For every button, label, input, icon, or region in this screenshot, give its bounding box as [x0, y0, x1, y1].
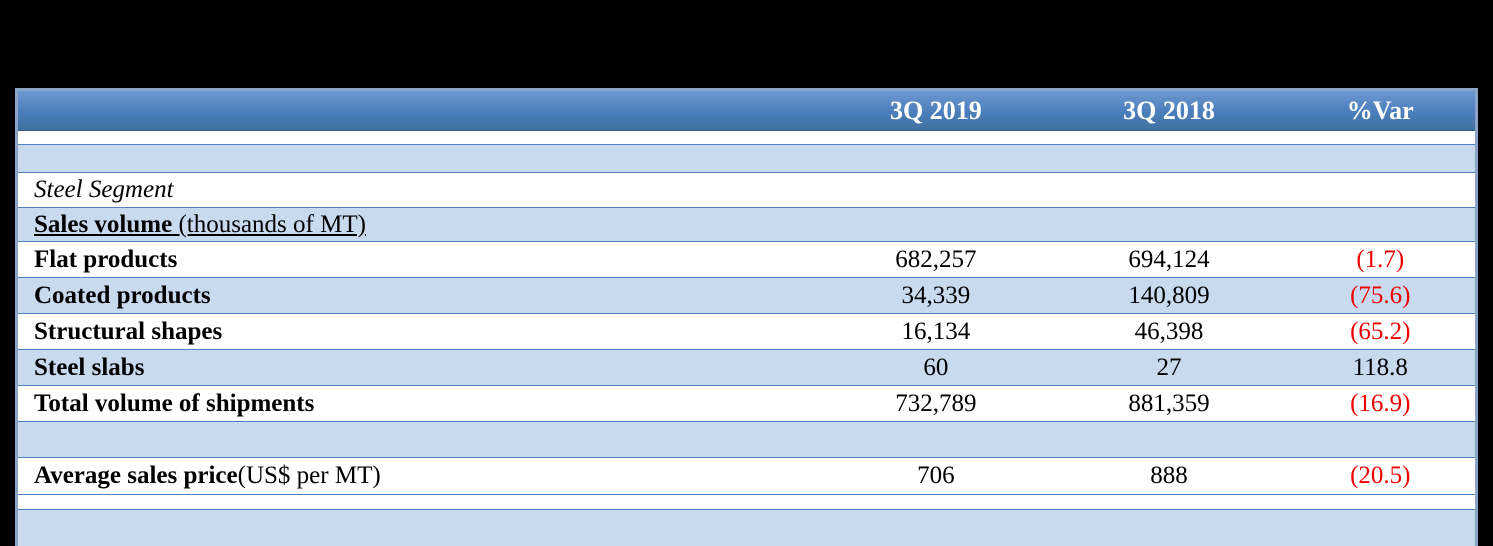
table-row-steel-slabs: Steel slabs 60 27 118.8 — [18, 350, 1475, 386]
value-pct-var: (65.2) — [1350, 317, 1411, 345]
steel-segment-table: 3Q 2019 3Q 2018 %Var Steel Segment Sales… — [15, 88, 1478, 546]
spacer-row — [18, 145, 1475, 173]
sales-volume-label: Sales volume — [34, 210, 173, 238]
spacer-row — [18, 422, 1475, 458]
row-label: Flat products — [34, 245, 178, 273]
row-label: Steel Segment — [18, 173, 819, 207]
spacer-row — [18, 495, 1475, 510]
value-pct-var: (75.6) — [1350, 281, 1411, 309]
row-label: Steel slabs — [34, 353, 145, 381]
value-3q2018: 694,124 — [1128, 245, 1210, 273]
value-3q2018: 888 — [1150, 462, 1188, 489]
sales-volume-unit: (thousands of MT) — [172, 210, 366, 238]
value-pct-var: (1.7) — [1356, 245, 1405, 273]
value-3q2019: 34,339 — [901, 281, 971, 309]
row-label: Coated products — [34, 281, 211, 309]
row-label: Structural shapes — [34, 317, 223, 345]
value-pct-var: (20.5) — [1350, 462, 1411, 489]
header-pct-var: %Var — [1346, 95, 1414, 125]
table-row-steel-segment: Steel Segment — [18, 173, 1475, 208]
table-row-structural-shapes: Structural shapes 16,134 46,398 (65.2) — [18, 314, 1475, 350]
table-row-sales-volume-header: Sales volume (thousands of MT) — [18, 208, 1475, 242]
value-pct-var: (16.9) — [1350, 389, 1411, 417]
avg-sales-price-unit: (US$ per MT) — [237, 462, 381, 489]
header-label-cell — [18, 91, 819, 130]
row-label: Average sales price (US$ per MT) — [34, 462, 381, 489]
value-3q2019: 16,134 — [901, 317, 971, 345]
spacer-row — [18, 510, 1475, 546]
table-row-total-volume: Total volume of shipments 732,789 881,35… — [18, 386, 1475, 422]
value-3q2018: 140,809 — [1128, 281, 1210, 309]
row-label: Sales volume (thousands of MT) — [18, 208, 819, 241]
table-row-flat-products: Flat products 682,257 694,124 (1.7) — [18, 242, 1475, 278]
value-pct-var: 118.8 — [1352, 353, 1408, 381]
value-3q2018: 27 — [1156, 353, 1182, 381]
value-3q2018: 881,359 — [1128, 389, 1210, 417]
value-3q2019: 706 — [917, 462, 955, 489]
value-3q2018: 46,398 — [1134, 317, 1204, 345]
header-3q2019: 3Q 2019 — [890, 95, 982, 125]
value-3q2019: 60 — [923, 353, 949, 381]
table-row-avg-sales-price: Average sales price (US$ per MT) 706 888… — [18, 458, 1475, 495]
table-header-row: 3Q 2019 3Q 2018 %Var — [18, 91, 1475, 131]
value-3q2019: 682,257 — [895, 245, 977, 273]
steel-segment-label: Steel Segment — [34, 176, 174, 203]
table-row-coated-products: Coated products 34,339 140,809 (75.6) — [18, 278, 1475, 314]
value-3q2019: 732,789 — [895, 389, 977, 417]
spacer-row — [18, 131, 1475, 145]
row-label: Total volume of shipments — [34, 389, 315, 417]
header-3q2018: 3Q 2018 — [1123, 95, 1215, 125]
